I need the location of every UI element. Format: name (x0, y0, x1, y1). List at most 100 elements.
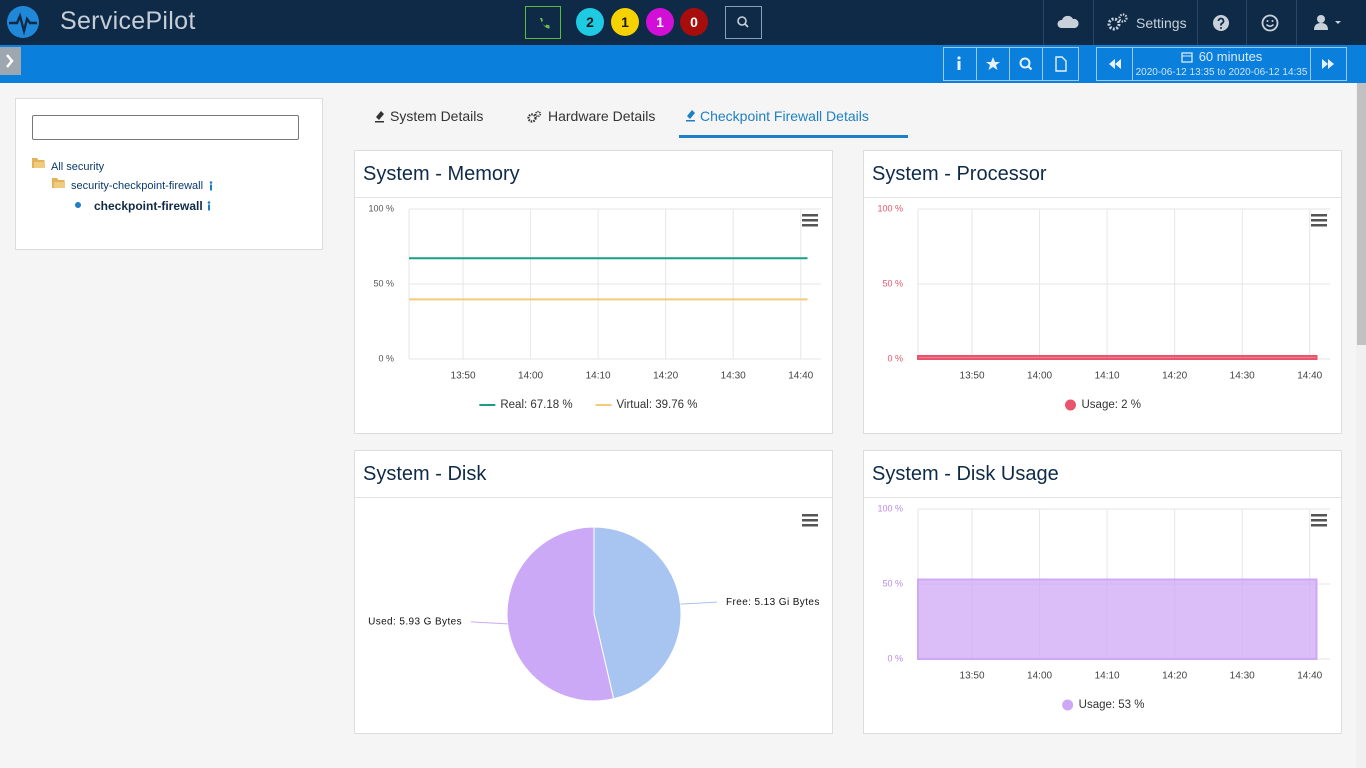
search-tool-button[interactable] (1009, 47, 1043, 81)
legend-label: Real: 67.18 % (500, 399, 572, 411)
favorite-button[interactable] (976, 47, 1010, 81)
alarm-badge[interactable]: 0 (680, 8, 708, 36)
panel-title: System - Disk (363, 463, 487, 485)
brand[interactable]: ServicePilot (60, 7, 196, 35)
tab[interactable]: Hardware Details (548, 108, 656, 124)
period-text: 60 minutes (1198, 49, 1263, 64)
pie-slice (593, 526, 682, 700)
search-icon (1019, 57, 1033, 71)
y-tick-label: 100 % (877, 503, 903, 513)
chart-menu-icon (802, 519, 818, 522)
alarm-badge[interactable]: 1 (611, 8, 639, 36)
pie-connector (680, 601, 718, 605)
previous-period[interactable] (1096, 47, 1133, 81)
tab-icon (686, 110, 695, 122)
panel-title: System - Memory (363, 163, 520, 185)
rewind-icon (1109, 59, 1121, 69)
panel-divider (355, 197, 832, 198)
help-icon[interactable] (1211, 13, 1231, 33)
user-menu[interactable] (1311, 13, 1345, 33)
chart-menu-icon (802, 514, 818, 517)
x-tick-label: 14:30 (1230, 671, 1255, 682)
phone-icon (539, 18, 550, 29)
chart-menu-icon (1311, 219, 1327, 222)
y-tick-label: 50 % (882, 578, 903, 588)
forward-icon (1322, 59, 1334, 69)
x-tick-label: 14:20 (1162, 671, 1187, 682)
chart-menu-icon (1311, 519, 1327, 522)
info-icon[interactable] (205, 200, 213, 212)
legend-label: Usage: 2 % (1082, 399, 1141, 411)
tree-search-input[interactable] (32, 115, 299, 140)
panel-divider (864, 497, 1341, 498)
separator (1043, 0, 1044, 45)
separator (1296, 0, 1297, 45)
tree-item-selected[interactable]: checkpoint-firewall (94, 199, 203, 213)
info-button[interactable] (943, 47, 977, 81)
feedback-icon[interactable] (1260, 13, 1280, 33)
tab[interactable]: Checkpoint Firewall Details (700, 108, 869, 124)
y-tick-label: 0 % (378, 353, 394, 363)
chart-menu-icon (1311, 524, 1327, 527)
panel-title: System - Disk Usage (872, 463, 1059, 485)
legend-marker (1062, 699, 1074, 711)
chart-panel: System - Processor 0 % 50 % 100 % 13:50 14:00… (863, 150, 1342, 434)
bullet (75, 202, 81, 208)
star-icon (986, 57, 1000, 70)
period-range: 2020-06-12 13:35 to 2020-06-12 14:35 (1135, 67, 1308, 78)
legend-label: Virtual: 39.76 % (616, 399, 697, 411)
next-period[interactable] (1310, 47, 1347, 81)
scrollbar-track (1356, 83, 1366, 768)
sidebar-toggle[interactable] (0, 47, 22, 75)
x-tick-label: 14:40 (1297, 671, 1322, 682)
x-tick-label: 13:50 (960, 671, 985, 682)
separator (1246, 0, 1247, 45)
scrollbar-thumb[interactable] (1357, 83, 1366, 345)
phone-button[interactable] (525, 6, 561, 39)
y-tick-label: 50 % (882, 278, 903, 288)
tab-icon (375, 111, 384, 123)
search-button[interactable] (725, 6, 762, 39)
tab-icon (527, 110, 542, 123)
report-button[interactable] (1042, 47, 1079, 81)
x-tick-label: 14:40 (1297, 371, 1322, 382)
pie-label: Free: 5.13 Gi Bytes (726, 597, 820, 608)
x-tick-label: 14:10 (586, 371, 611, 382)
x-tick-label: 14:40 (788, 371, 813, 382)
panel-divider (355, 497, 832, 498)
alarm-badge[interactable]: 2 (576, 8, 604, 36)
tree-item[interactable]: All security (51, 161, 105, 173)
cloud-icon[interactable] (1056, 12, 1082, 32)
x-tick-label: 14:00 (1027, 371, 1052, 382)
tab[interactable]: System Details (390, 108, 484, 124)
panel-divider (864, 197, 1341, 198)
tree-item[interactable]: security-checkpoint-firewall (71, 180, 204, 192)
alarm-badge[interactable]: 1 (646, 8, 674, 36)
chart-menu-icon (1311, 224, 1327, 227)
info-icon (957, 56, 961, 70)
settings-link[interactable]: Settings (1136, 15, 1187, 31)
y-tick-label: 50 % (373, 278, 394, 288)
x-tick-label: 14:10 (1095, 671, 1120, 682)
x-tick-label: 14:00 (1027, 671, 1052, 682)
legend-marker (1065, 399, 1076, 411)
y-tick-label: 0 % (887, 653, 903, 663)
y-tick-label: 0 % (887, 353, 903, 363)
x-tick-label: 14:00 (518, 371, 543, 382)
file-icon (1055, 56, 1067, 72)
chart-panel: System - Memory 0 % 50 % 100 % 13:50 14:00 14:… (354, 150, 833, 434)
info-icon[interactable] (207, 180, 215, 192)
chart-menu-icon (1311, 214, 1327, 217)
chart-menu-icon (802, 524, 818, 527)
area (917, 355, 1318, 360)
x-tick-label: 14:10 (1095, 371, 1120, 382)
logo[interactable] (6, 5, 41, 40)
chart-panel: System - Disk Usage 0 % 50 % 100 % 13:50 14:0… (863, 450, 1342, 734)
period-label: 60 minutes (1133, 49, 1310, 64)
chart-menu-icon (1311, 514, 1327, 517)
x-tick-label: 14:30 (721, 371, 746, 382)
toolbar (0, 45, 1366, 83)
chart-menu-icon (802, 214, 818, 217)
gear-icon[interactable] (1106, 12, 1130, 34)
